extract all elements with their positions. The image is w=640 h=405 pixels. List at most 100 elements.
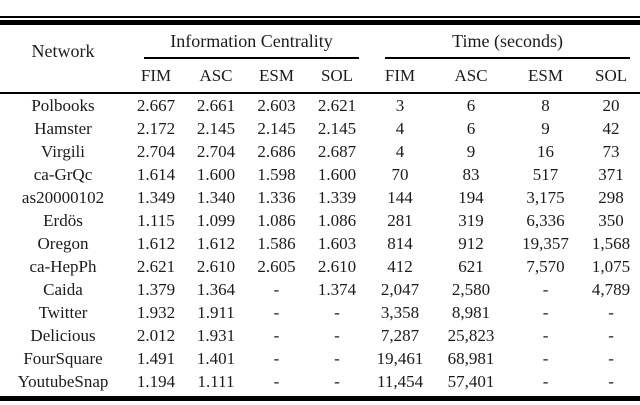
value-cell: 6 [466, 118, 476, 138]
value-cell: 2.704 [196, 141, 236, 161]
table-row: Oregon 1.612 1.612 1.586 1.603 814 912 19,357 1,… [0, 232, 640, 255]
subcol-header-ic-esm: ESM [246, 59, 307, 94]
value-cell: 3 [395, 95, 405, 115]
value-cell: 2.145 [196, 118, 236, 138]
value-cell: 1.911 [197, 302, 235, 322]
value-cell: 83 [462, 164, 480, 184]
subcol-header-ic-asc: ASC [186, 59, 246, 94]
subcol-header-time-asc: ASC [433, 59, 510, 94]
value-cell: - [273, 302, 280, 322]
value-cell: 2.610 [196, 256, 236, 276]
value-cell: - [273, 325, 280, 345]
value-cell: 2.621 [136, 256, 176, 276]
value-cell: 20 [602, 95, 620, 115]
value-cell: 7,287 [380, 325, 420, 345]
value-cell: 2.172 [136, 118, 176, 138]
network-cell: Erdös [43, 210, 83, 230]
table-body: Polbooks 2.667 2.661 2.603 2.621 3 6 8 20 Hamster… [0, 93, 640, 393]
value-cell: 1.086 [257, 210, 296, 230]
value-cell: 1.086 [317, 210, 357, 230]
top-rule-thin [0, 16, 640, 18]
table-row: Twitter 1.932 1.911 - - 3,358 8,981 - - [0, 301, 640, 324]
value-cell: 2.704 [136, 141, 176, 161]
table-row: ca-HepPh 2.621 2.610 2.605 2.610 412 621 7,570 1… [0, 255, 640, 278]
value-cell: 4,789 [591, 279, 631, 299]
value-cell: 2.667 [136, 95, 176, 115]
network-cell: Virgili [40, 141, 85, 161]
value-cell: 25,823 [447, 325, 495, 345]
table-row: Virgili 2.704 2.704 2.686 2.687 4 9 16 73 [0, 140, 640, 163]
value-cell: 2.605 [257, 256, 296, 276]
value-cell: 621 [458, 256, 484, 276]
value-cell: 1.598 [257, 164, 296, 184]
value-cell: - [542, 279, 549, 299]
value-cell: 8 [541, 95, 550, 115]
network-cell: as20000102 [21, 187, 105, 207]
value-cell: 16 [537, 141, 555, 161]
value-cell: 1.614 [136, 164, 176, 184]
value-cell: 281 [387, 210, 413, 230]
network-cell: Oregon [37, 233, 89, 253]
value-cell: 6 [466, 95, 476, 115]
subcol-header-time-sol: SOL [582, 59, 640, 94]
col-header-network: Network [0, 25, 126, 94]
value-cell: - [273, 279, 280, 299]
value-cell: 19,357 [522, 233, 569, 253]
network-cell: ca-GrQc [33, 164, 93, 184]
value-cell: 1.932 [136, 302, 176, 322]
subcol-header-time-fim: FIM [367, 59, 434, 94]
value-cell: - [608, 348, 614, 368]
value-cell: 1.600 [317, 164, 357, 184]
network-cell: Caida [43, 279, 83, 299]
value-cell: 1.379 [136, 279, 176, 299]
value-cell: 1.586 [257, 233, 296, 253]
value-cell: 2.621 [317, 95, 357, 115]
value-cell: 1.491 [136, 348, 176, 368]
value-cell: 1.612 [136, 233, 176, 253]
value-cell: 319 [458, 210, 484, 230]
value-cell: - [608, 371, 614, 391]
information-centrality-label: Information Centrality [144, 31, 360, 59]
subcol-header-ic-sol: SOL [307, 59, 368, 94]
value-cell: 4 [395, 141, 405, 161]
table-row: FourSquare 1.491 1.401 - - 19,461 68,981 - - [0, 347, 640, 370]
value-cell: 2.686 [257, 141, 296, 161]
value-cell: 2.610 [317, 256, 357, 276]
value-cell: 350 [598, 210, 624, 230]
value-cell: 42 [602, 118, 620, 138]
table-row: Hamster 2.172 2.145 2.145 2.145 4 6 9 42 [0, 117, 640, 140]
subcol-header-time-esm: ESM [509, 59, 583, 94]
value-cell: 68,981 [447, 348, 495, 368]
value-cell: 371 [598, 164, 624, 184]
value-cell: 70 [391, 164, 409, 184]
value-cell: 1.336 [257, 187, 296, 207]
network-cell: Twitter [38, 302, 88, 322]
value-cell: 814 [387, 233, 413, 253]
value-cell: 1.339 [317, 187, 357, 207]
value-cell: - [334, 302, 340, 322]
value-cell: 2,047 [380, 279, 420, 299]
value-cell: 1.374 [317, 279, 357, 299]
table-row: as20000102 1.349 1.340 1.336 1.339 144 194 3,17… [0, 186, 640, 209]
value-cell: - [334, 325, 340, 345]
value-cell: 57,401 [447, 371, 495, 391]
value-cell: 2.145 [317, 118, 357, 138]
value-cell: 1.099 [196, 210, 236, 230]
value-cell: 1,568 [591, 233, 631, 253]
value-cell: 2,580 [451, 279, 491, 299]
table-header: Network Information Centrality Time (sec… [0, 25, 640, 94]
table-row: ca-GrQc 1.614 1.600 1.598 1.600 70 83 517 371 [0, 163, 640, 186]
subcolumn-header-row: FIM ASC ESM SOL FIM ASC ESM SOL [0, 59, 640, 94]
table-row: Polbooks 2.667 2.661 2.603 2.621 3 6 8 20 [0, 93, 640, 117]
group-header-time-seconds: Time (seconds) [367, 25, 640, 59]
value-cell: 4 [395, 118, 405, 138]
value-cell: 1.401 [196, 348, 236, 368]
value-cell: 3,358 [380, 302, 420, 322]
network-cell: Delicious [30, 325, 96, 345]
value-cell: 2.145 [257, 118, 296, 138]
value-cell: 1.603 [317, 233, 357, 253]
network-cell: Polbooks [31, 95, 95, 115]
value-cell: 7,570 [526, 256, 565, 276]
value-cell: 73 [602, 141, 620, 161]
